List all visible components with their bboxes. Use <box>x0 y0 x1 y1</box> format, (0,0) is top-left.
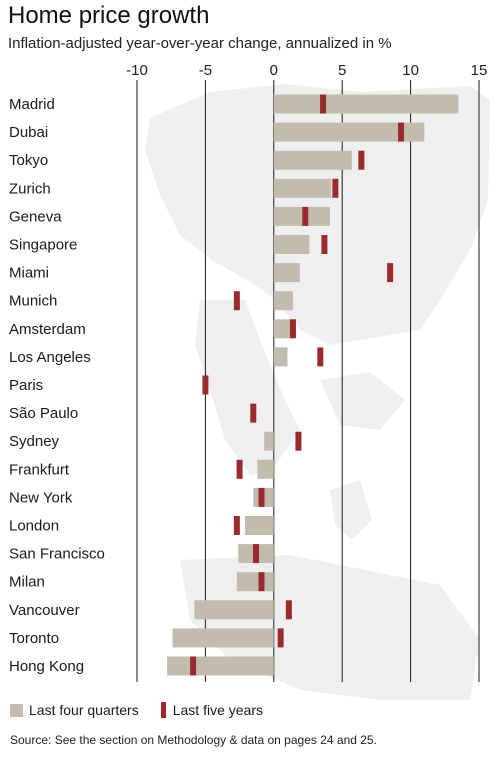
city-label: Miami <box>9 265 49 282</box>
bar-last-four-quarters <box>273 347 288 367</box>
bar-last-four-quarters <box>167 656 274 676</box>
marker-last-five-years <box>320 94 327 114</box>
marker-last-five-years <box>250 403 257 423</box>
chart-canvas: -10 -5 0 5 10 15 Madrid Dubai Tokyo Zurich Geneva… <box>9 62 490 700</box>
bar-last-four-quarters <box>273 150 352 170</box>
bar-last-four-quarters <box>257 459 274 479</box>
city-label: London <box>9 518 59 535</box>
city-label: Singapore <box>9 237 77 254</box>
x-tick-label: 10 <box>402 62 419 79</box>
city-label: Zurich <box>9 180 51 197</box>
bar-last-four-quarters <box>273 263 300 283</box>
legend-swatch-five-years <box>160 702 166 718</box>
bar-last-four-quarters <box>172 628 274 648</box>
marker-last-five-years <box>358 150 365 170</box>
marker-last-five-years <box>321 235 328 254</box>
city-label: Geneva <box>9 208 62 225</box>
bar-last-four-quarters <box>194 600 274 620</box>
city-label: New York <box>9 489 73 506</box>
bar-last-four-quarters <box>273 122 425 142</box>
markers-last-five-years <box>190 94 405 676</box>
city-label: Milan <box>9 574 45 591</box>
bar-last-four-quarters <box>273 178 332 198</box>
marker-last-five-years <box>387 263 394 283</box>
marker-last-five-years <box>398 122 405 142</box>
city-label: Toronto <box>9 630 59 647</box>
marker-last-five-years <box>233 516 240 535</box>
legend-label-four-quarters: Last four quarters <box>29 702 139 718</box>
city-label: São Paulo <box>9 405 78 422</box>
marker-last-five-years <box>289 319 296 339</box>
source-note: Source: See the section on Methodology &… <box>10 733 377 747</box>
marker-last-five-years <box>236 459 243 479</box>
marker-last-five-years <box>233 291 240 311</box>
marker-last-five-years <box>295 431 302 451</box>
city-label: Madrid <box>9 96 55 113</box>
city-label: Los Angeles <box>9 349 91 366</box>
city-label: Frankfurt <box>9 461 70 478</box>
bars-last-four-quarters <box>167 94 459 676</box>
city-label: Dubai <box>9 124 48 141</box>
chart-title: Home price growth <box>8 2 210 29</box>
x-tick-label: 0 <box>270 62 278 79</box>
marker-last-five-years <box>302 206 309 226</box>
city-label: San Francisco <box>9 546 105 563</box>
bar-last-four-quarters <box>273 206 330 226</box>
marker-last-five-years <box>285 600 292 620</box>
bar-last-four-quarters <box>245 516 274 535</box>
city-label: Munich <box>9 293 57 310</box>
city-label: Hong Kong <box>9 658 84 675</box>
legend-label-five-years: Last five years <box>172 702 263 718</box>
x-tick-label: 5 <box>338 62 346 79</box>
marker-last-five-years <box>258 487 265 507</box>
marker-last-five-years <box>202 375 209 395</box>
bar-last-four-quarters <box>236 572 274 592</box>
marker-last-five-years <box>332 178 339 198</box>
marker-last-five-years <box>277 628 284 648</box>
bar-last-four-quarters <box>273 94 459 114</box>
x-tick-label: -10 <box>126 62 148 79</box>
x-tick-label: 15 <box>471 62 488 79</box>
city-label: Vancouver <box>9 602 80 619</box>
bar-last-four-quarters <box>273 291 293 311</box>
city-label: Sydney <box>9 433 60 450</box>
chart-subtitle: Inflation-adjusted year-over-year change… <box>8 35 392 52</box>
bar-last-four-quarters <box>264 431 274 451</box>
legend: Last four quarters Last five years <box>10 702 263 718</box>
city-label: Paris <box>9 377 43 394</box>
marker-last-five-years <box>258 572 265 592</box>
bar-last-four-quarters <box>273 235 310 254</box>
marker-last-five-years <box>190 656 197 676</box>
city-label: Tokyo <box>9 152 48 169</box>
city-labels: Madrid Dubai Tokyo Zurich Geneva Singapore Mia… <box>9 96 105 675</box>
marker-last-five-years <box>253 544 260 564</box>
legend-swatch-four-quarters <box>10 703 23 717</box>
x-tick-label: -5 <box>199 62 212 79</box>
marker-last-five-years <box>317 347 324 367</box>
x-axis-ticks: -10 -5 0 5 10 15 <box>126 62 487 79</box>
bar-last-four-quarters <box>273 319 292 339</box>
city-label: Amsterdam <box>9 321 86 338</box>
